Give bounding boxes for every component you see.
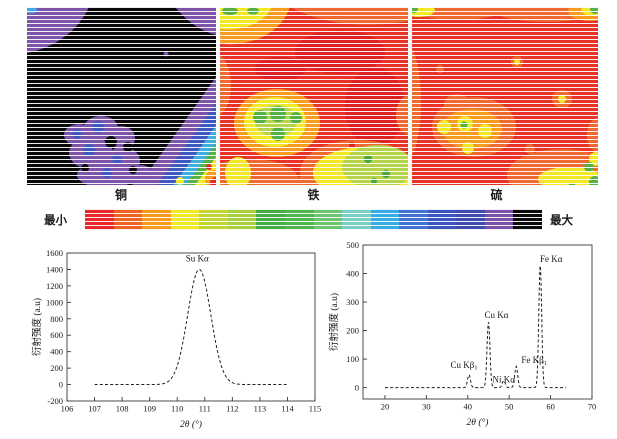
y-tick-label: 200 [346, 326, 359, 336]
y-tick-label: 400 [50, 347, 63, 357]
y-tick-label: 100 [346, 354, 359, 364]
colorbar-min-label: 最小 [44, 215, 67, 227]
colorbar-segment [342, 209, 371, 230]
y-tick-label: 600 [50, 330, 63, 340]
colorbar-segment [227, 209, 257, 230]
y-axis-label: 衍射强度 (a.u) [328, 293, 340, 351]
x-tick-label: 60 [546, 402, 555, 412]
y-tick-label: 200 [50, 363, 63, 373]
x-tick-label: 107 [88, 404, 101, 414]
peak-label: Cu Kα [484, 310, 508, 320]
multi-element-wds-spectrum-chart: 20 30 40 50 60 70 0 100 200 300 400 500 2θ (°) 衍射强度 (… [328, 240, 597, 428]
peak-label: Fe Kβ1 [521, 355, 547, 367]
colorbar-segment [256, 209, 285, 230]
colorbar-segment [484, 209, 514, 230]
spectrum-trace [94, 268, 288, 386]
x-tick-label: 111 [199, 404, 211, 414]
x-axis-label: 2θ (°) [467, 417, 489, 428]
colorbar-segment [85, 209, 114, 230]
colorbar-segment [370, 209, 400, 230]
plot-frame [66, 252, 316, 402]
y-tick-label: 500 [346, 240, 359, 250]
x-tick-label: 109 [143, 404, 156, 414]
peak-label: Su Kα [186, 253, 209, 263]
copper-map-image [27, 7, 216, 185]
y-tick-label: 1000 [46, 297, 63, 307]
x-tick-label: 70 [588, 402, 597, 412]
y-tick-label: 1400 [46, 264, 63, 274]
y-tick-label: 0 [355, 383, 359, 393]
colorbar-segment [142, 209, 171, 230]
y-tick-label: 0 [59, 380, 63, 390]
colorbar-segment [456, 209, 485, 230]
colorbar-segment [199, 209, 228, 230]
x-tick-label: 113 [254, 404, 266, 414]
y-axis-label: 衍射强度 (a.u) [31, 298, 43, 356]
x-tick-label: 112 [226, 404, 238, 414]
plot-frame [362, 244, 593, 400]
x-tick-label: 114 [281, 404, 294, 414]
spectrum-trace [384, 265, 566, 389]
peak-label: Cu Kβ1 [450, 360, 477, 372]
sulfur-map-image [412, 7, 598, 185]
colorbar-segment [427, 209, 457, 230]
x-tick-label: 108 [116, 404, 129, 414]
sulfur-wds-spectrum-chart: 106 107 108 109 110 111 112 113 114 115 -200 0 200 40… [31, 248, 321, 430]
colorbar-max-label: 最大 [550, 215, 573, 227]
x-axis-label: 2θ (°) [180, 419, 202, 430]
y-tick-label: 400 [346, 269, 359, 279]
map-panel-sulfur [412, 7, 598, 185]
colorbar-segment [113, 209, 143, 230]
y-tick-label: 1600 [46, 248, 63, 258]
map-caption-iron: 铁 [307, 188, 321, 202]
peak-label: Fe Kα [540, 254, 563, 264]
map-panel-copper [27, 7, 216, 185]
map-panel-iron [220, 7, 408, 185]
colorbar-segment [313, 209, 343, 230]
y-tick-label: 300 [346, 297, 359, 307]
x-tick-label: 50 [505, 402, 514, 412]
colorbar-segment [170, 209, 200, 230]
x-tick-label: 106 [61, 404, 74, 414]
colorbar-segment [513, 209, 542, 230]
colorbar-segment [399, 209, 428, 230]
peak-label: Ni Kα [493, 374, 516, 384]
y-tick-label: 800 [50, 314, 63, 324]
y-tick-label: 1200 [46, 281, 63, 291]
iron-map-image [220, 7, 408, 185]
colorbar-segment [284, 209, 314, 230]
x-tick-label: 20 [381, 402, 390, 412]
x-tick-label: 30 [422, 402, 431, 412]
y-tick-label: -200 [47, 396, 63, 406]
colorbar [85, 209, 542, 230]
map-caption-copper: 铜 [114, 188, 128, 202]
map-caption-sulfur: 硫 [490, 188, 504, 202]
x-tick-label: 110 [171, 404, 183, 414]
x-tick-label: 40 [464, 402, 473, 412]
x-tick-label: 115 [309, 404, 321, 414]
